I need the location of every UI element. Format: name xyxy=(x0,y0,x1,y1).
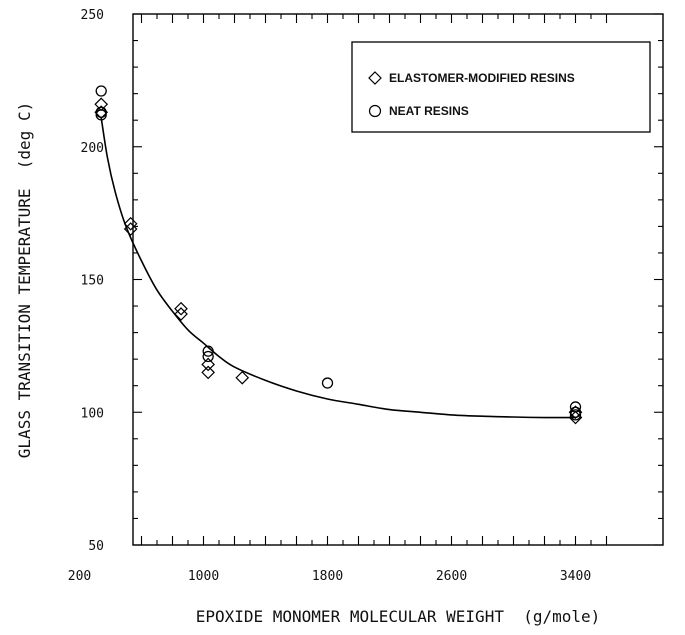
fit-curve xyxy=(100,117,576,419)
x-tick-label: 1000 xyxy=(188,569,219,584)
axis-ticks xyxy=(133,13,663,546)
y-tick-label: 50 xyxy=(88,539,104,554)
y-tick-label: 250 xyxy=(81,8,104,23)
diamond-marker xyxy=(123,222,138,236)
x-axis-title: EPOXIDE MONOMER MOLECULAR WEIGHT (g/mole… xyxy=(196,607,601,626)
y-axis-title: GLASS TRANSITION TEMPERATURE (deg C) xyxy=(15,102,34,458)
legend-label-neat: NEAT RESINS xyxy=(389,104,469,118)
diamond-marker xyxy=(123,216,138,231)
legend: ELASTOMER-MODIFIED RESINS NEAT RESINS xyxy=(351,41,651,133)
y-tick-label: 100 xyxy=(81,406,104,421)
diamond-marker xyxy=(174,307,188,321)
legend-diamond-icon xyxy=(368,71,382,85)
x-tick-label: 200 xyxy=(68,569,91,584)
y-tick-labels: 50 100 150 200 250 xyxy=(81,8,104,554)
legend-box xyxy=(351,41,651,133)
data-markers xyxy=(94,85,583,425)
diamond-marker xyxy=(201,365,215,380)
circle-marker xyxy=(202,350,214,363)
y-tick-label: 200 xyxy=(81,141,104,156)
x-tick-label: 3400 xyxy=(560,569,591,584)
x-tick-label: 2600 xyxy=(436,569,467,584)
y-tick-label: 150 xyxy=(81,274,104,289)
diamond-marker xyxy=(174,301,188,316)
x-tick-label: 1800 xyxy=(312,569,343,584)
circle-marker xyxy=(569,401,582,413)
circle-marker xyxy=(569,406,582,418)
circle-marker xyxy=(95,85,107,97)
diamond-marker xyxy=(201,357,215,372)
circle-marker xyxy=(95,109,107,121)
circle-marker xyxy=(569,409,582,421)
legend-label-elastomer: ELASTOMER-MODIFIED RESINS xyxy=(389,71,575,85)
x-tick-labels: 200 1000 1800 2600 3400 xyxy=(68,569,591,584)
circle-marker xyxy=(95,106,107,118)
circle-marker xyxy=(321,377,334,389)
legend-circle-icon xyxy=(368,104,382,118)
diamond-marker xyxy=(235,370,250,385)
circle-marker xyxy=(202,345,214,357)
